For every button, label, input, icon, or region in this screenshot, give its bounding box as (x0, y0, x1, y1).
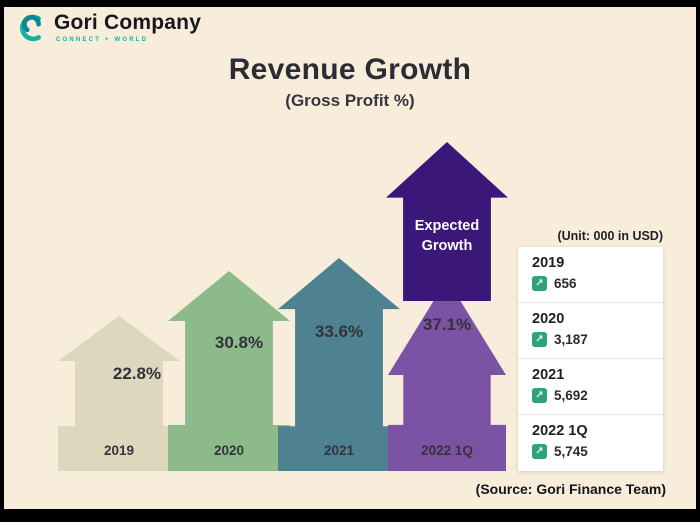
bar-expected-growth: Expected Growth (386, 142, 508, 301)
panel-value: 656 (554, 276, 577, 291)
company-tagline: CONNECT + WORLD (56, 37, 149, 43)
panel-value-row: ↗ 656 (532, 276, 649, 291)
year-label-2021: 2021 (323, 443, 355, 458)
year-label-2019: 2019 (103, 443, 135, 458)
panel-row-2019: 2019 ↗ 656 (518, 247, 663, 303)
panel-year: 2022 1Q (532, 423, 588, 439)
logo: Gori Company CONNECT + WORLD (14, 11, 201, 45)
panel-value: 3,187 (554, 332, 588, 347)
pct-label-2019: 22.8% (112, 364, 162, 383)
pct-label-2022: 37.1% (422, 315, 472, 334)
panel-row-2022: 2022 1Q ↗ 5,745 (518, 415, 663, 471)
panel-value-row: ↗ 5,745 (532, 444, 649, 459)
panel-value-row: ↗ 3,187 (532, 332, 649, 347)
year-label-2020: 2020 (213, 443, 245, 458)
bar-2022: 37.1% 2022 1Q (388, 279, 506, 471)
panel-value: 5,692 (554, 388, 588, 403)
canvas: Gori Company CONNECT + WORLD Revenue Gro… (4, 7, 696, 509)
pct-label-2021: 33.6% (314, 322, 364, 341)
bar-2021: 33.6% 2021 (278, 258, 400, 471)
expected-growth-label: Expected Growth (414, 218, 480, 254)
year-label-2022: 2022 1Q (421, 443, 473, 458)
logo-text: Gori Company CONNECT + WORLD (54, 11, 201, 43)
source-label: (Source: Gori Finance Team) (475, 481, 666, 497)
panel-year: 2021 (532, 367, 565, 383)
data-panel: 2019 ↗ 656 2020 ↗ 3,187 2021 ↗ 5,692 (518, 247, 663, 471)
panel-value-row: ↗ 5,692 (532, 388, 649, 403)
company-name: Gori Company (54, 11, 202, 34)
panel-year: 2020 (532, 311, 565, 327)
bar-2020: 30.8% 2020 (168, 271, 290, 471)
panel-value: 5,745 (554, 444, 588, 459)
bar-2019: 22.8% 2019 (58, 316, 180, 471)
chart-title: Revenue Growth (228, 53, 472, 86)
panel-year: 2019 (532, 255, 565, 271)
chart-subtitle: (Gross Profit %) (285, 91, 415, 110)
trend-up-icon: ↗ (532, 276, 547, 291)
arrow-chart: 22.8% 2019 30.8% 2020 33.6% 2021 37.1% 2… (34, 137, 524, 471)
panel-row-2020: 2020 ↗ 3,187 (518, 303, 663, 359)
trend-up-icon: ↗ (532, 332, 547, 347)
panel-row-2021: 2021 ↗ 5,692 (518, 359, 663, 415)
pct-label-2020: 30.8% (214, 333, 264, 352)
unit-label: (Unit: 000 in USD) (557, 229, 663, 243)
trend-up-icon: ↗ (532, 388, 547, 403)
gori-logo-icon (14, 11, 48, 45)
trend-up-icon: ↗ (532, 444, 547, 459)
